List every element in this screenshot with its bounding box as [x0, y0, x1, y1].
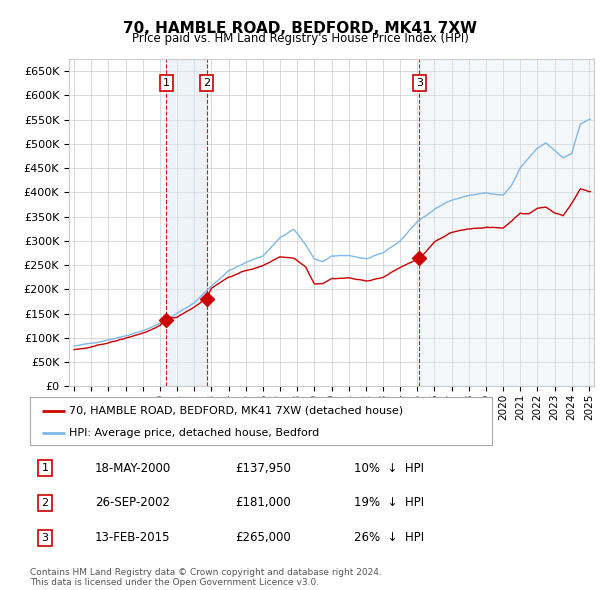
- Text: 1: 1: [41, 463, 49, 473]
- Text: £265,000: £265,000: [235, 532, 291, 545]
- Bar: [419, 59, 594, 386]
- Text: 3: 3: [41, 533, 49, 543]
- Text: Price paid vs. HM Land Registry's House Price Index (HPI): Price paid vs. HM Land Registry's House …: [131, 32, 469, 45]
- Text: 13-FEB-2015: 13-FEB-2015: [95, 532, 170, 545]
- Text: Contains HM Land Registry data © Crown copyright and database right 2024.: Contains HM Land Registry data © Crown c…: [30, 568, 382, 576]
- Text: 70, HAMBLE ROAD, BEDFORD, MK41 7XW: 70, HAMBLE ROAD, BEDFORD, MK41 7XW: [123, 21, 477, 35]
- Text: £137,950: £137,950: [235, 461, 291, 474]
- Text: 10%  ↓  HPI: 10% ↓ HPI: [354, 461, 424, 474]
- Text: This data is licensed under the Open Government Licence v3.0.: This data is licensed under the Open Gov…: [30, 578, 319, 587]
- Text: 2: 2: [41, 498, 49, 508]
- Text: 18-MAY-2000: 18-MAY-2000: [95, 461, 171, 474]
- Text: 2: 2: [203, 78, 211, 88]
- Text: 3: 3: [416, 78, 423, 88]
- Text: 26%  ↓  HPI: 26% ↓ HPI: [354, 532, 424, 545]
- Text: £181,000: £181,000: [235, 496, 291, 510]
- Bar: [166, 59, 207, 386]
- Text: 26-SEP-2002: 26-SEP-2002: [95, 496, 170, 510]
- Text: 19%  ↓  HPI: 19% ↓ HPI: [354, 496, 424, 510]
- Text: HPI: Average price, detached house, Bedford: HPI: Average price, detached house, Bedf…: [69, 428, 320, 438]
- Text: 1: 1: [163, 78, 170, 88]
- Text: 70, HAMBLE ROAD, BEDFORD, MK41 7XW (detached house): 70, HAMBLE ROAD, BEDFORD, MK41 7XW (deta…: [69, 405, 403, 415]
